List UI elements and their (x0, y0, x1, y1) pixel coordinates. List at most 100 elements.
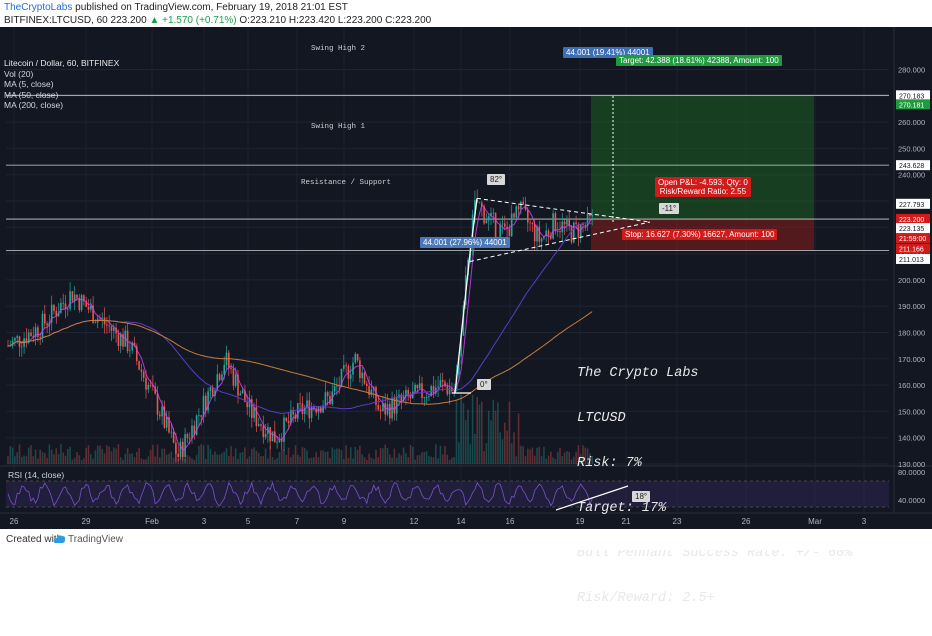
volume-bar (142, 459, 145, 464)
drawing-tools[interactable] (452, 95, 651, 394)
rsi-trend-line (555, 485, 629, 511)
candle (568, 218, 570, 227)
volume-bar (253, 447, 255, 464)
pennant-lower-line (469, 221, 651, 262)
target-label[interactable]: Target: 42.388 (18.61%) 42388, Amount: 1… (616, 55, 782, 66)
rsi-label[interactable]: RSI (14, close) (8, 470, 65, 480)
angle-0-label[interactable]: 0° (477, 379, 491, 390)
angle-neg11-label[interactable]: -11° (659, 203, 680, 214)
price-label: 227.793 (899, 202, 924, 209)
volume-bar (308, 458, 311, 464)
candle (184, 434, 186, 457)
candle (432, 386, 435, 394)
volume-bar (25, 456, 28, 464)
volume-bar (453, 457, 455, 464)
time-tick-label: 12 (410, 517, 419, 526)
candle (356, 353, 359, 361)
stop-label[interactable]: Stop: 16.627 (7.30%) 16627, Amount: 100 (622, 229, 778, 240)
volume-bar (361, 454, 363, 464)
volume-bar (85, 447, 87, 464)
time-tick-label: 21 (622, 517, 631, 526)
volume-bar (485, 442, 488, 464)
candle (421, 383, 423, 398)
tradingview-brand[interactable]: TradingView (68, 534, 124, 545)
volume-bar (343, 459, 345, 464)
volume-bar (278, 452, 281, 464)
volume-bar (510, 443, 513, 464)
volume-bar (395, 457, 398, 464)
candle (37, 327, 39, 338)
volume-bar (460, 394, 462, 464)
candle (483, 206, 485, 224)
candle (149, 384, 152, 386)
candle (349, 374, 352, 379)
volume-bar (44, 452, 46, 464)
candle (25, 338, 28, 343)
volume-bar (333, 449, 336, 464)
volume-bar (7, 456, 9, 464)
volume-bar (202, 445, 205, 464)
volume-bar (228, 455, 230, 464)
publisher-name[interactable]: TheCryptoLabs (4, 2, 73, 13)
volume-bar (149, 449, 152, 464)
volume-bar (336, 448, 338, 464)
candle (228, 352, 230, 368)
candle (368, 386, 370, 395)
candle (44, 313, 46, 324)
volume-bar (400, 455, 403, 464)
angle-18-label[interactable]: 18° (632, 491, 651, 502)
volume-bar (221, 453, 223, 464)
time-tick-label: 19 (576, 517, 585, 526)
candle (218, 374, 221, 381)
pl-label[interactable]: Open P&L: -4.593, Qty: 0 Risk/Reward Rat… (655, 177, 751, 197)
rsi-tick-label: 40.0000 (898, 496, 925, 505)
legend-item-vol[interactable]: Vol (20) (4, 68, 34, 79)
price-tick-label: 150.000 (898, 407, 925, 416)
angle-82-label[interactable]: 82° (487, 174, 506, 185)
candle (513, 213, 515, 218)
candle (278, 438, 281, 442)
pole-measure-label[interactable]: 44.001 (27.96%) 44001 (420, 237, 510, 248)
price-tick-label: 140.000 (898, 434, 925, 443)
candle (556, 231, 559, 232)
price-label: 270.183 (899, 93, 924, 100)
volume-bar (331, 447, 334, 464)
analysis-notes: The Crypto Labs LTCUSD Risk: 7% Target: … (577, 336, 852, 636)
candle (478, 202, 481, 204)
volume-bar (444, 446, 446, 464)
candle (517, 206, 520, 210)
legend-item-ma5[interactable]: MA (5, close) (4, 79, 54, 89)
legend-item-ma50[interactable]: MA (50, close) (4, 89, 59, 100)
volume-bar (234, 448, 237, 464)
open-pl-text: Open P&L: -4.593, Qty: 0 (658, 178, 748, 187)
volume-bar (421, 452, 423, 464)
candle (264, 433, 267, 438)
volume-bar (582, 445, 584, 464)
candle (453, 390, 455, 392)
candle (16, 336, 18, 338)
volume-bar (115, 448, 117, 464)
legend-item-ma200[interactable]: MA (200, close) (4, 100, 64, 110)
volume-bar (547, 455, 550, 464)
candle (255, 407, 258, 426)
chart-area[interactable]: 130.000 140.000 150.000 160.000 170.000 180.0… (0, 27, 932, 606)
candle (147, 384, 150, 390)
price-label-box (896, 213, 930, 224)
candle (198, 415, 200, 417)
candle (306, 400, 308, 408)
volume-bar (269, 446, 271, 464)
volume-bar (198, 446, 200, 464)
candle (550, 235, 552, 239)
candle (7, 345, 9, 347)
volume-bar (448, 459, 451, 464)
candle (297, 403, 299, 419)
volume-bar (23, 455, 25, 464)
tradingview-logo-icon[interactable] (52, 533, 66, 548)
volume-bar (11, 447, 14, 464)
projection-measure-label[interactable]: 44.001 (19.41%) 44001 (563, 47, 653, 58)
price-chart[interactable]: 130.000 140.000 150.000 160.000 170.000 180.0… (0, 27, 932, 529)
price-label: 21:59:00 (899, 236, 926, 243)
candle (317, 407, 320, 413)
candles (7, 189, 593, 463)
volume-bar (313, 457, 315, 464)
